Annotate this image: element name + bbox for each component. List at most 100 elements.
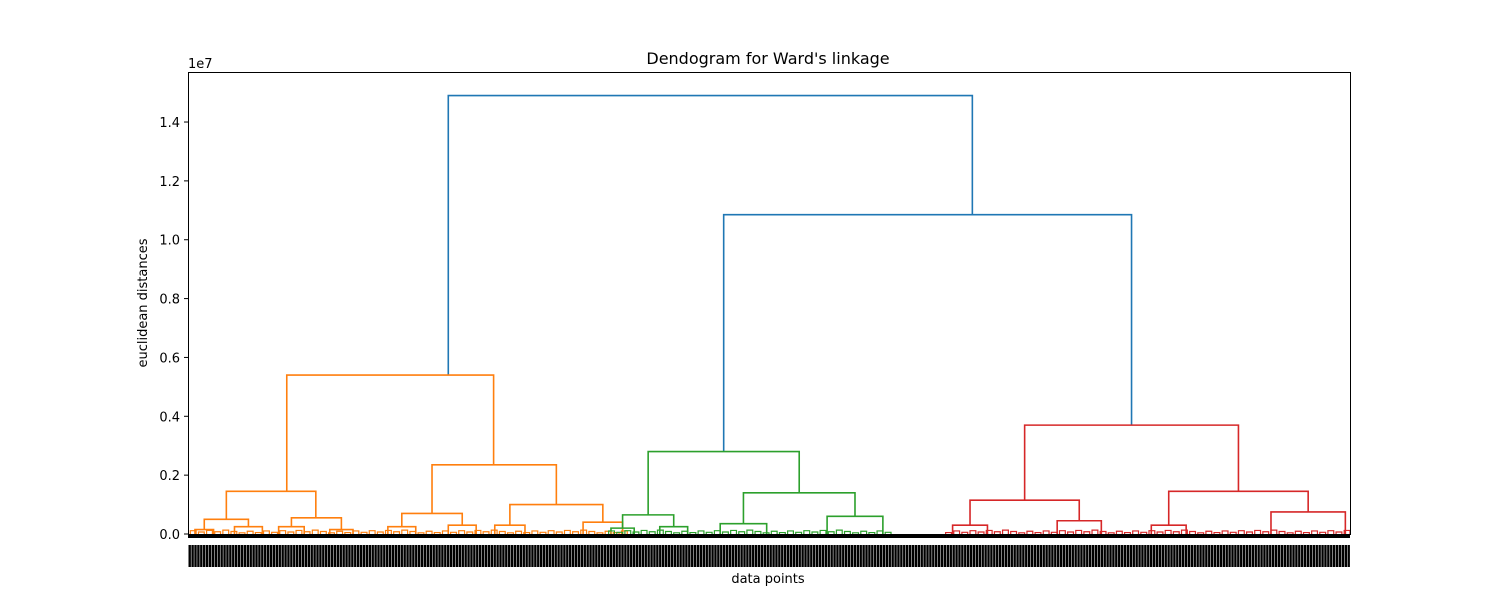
leaf-label (200, 545, 203, 567)
leaf-label (757, 545, 761, 567)
leaf-merge-cluster_3 (1034, 531, 1042, 534)
leaf-merge-cluster_1 (531, 530, 539, 534)
leaf-label (958, 545, 961, 567)
leaf-label (1271, 545, 1275, 567)
leaf-merge-cluster_1 (238, 532, 246, 534)
leaf-label (964, 545, 967, 567)
leaf-label (603, 545, 607, 567)
y-axis-ticks: 0.0 0.2 0.4 0.6 0.8 1.0 1.2 1.4 (159, 116, 188, 543)
leaf-label (760, 545, 764, 567)
leaf-merge-cluster_2 (616, 531, 624, 534)
leaf-label (249, 545, 252, 567)
leaf-label (888, 545, 891, 567)
leaf-label (1295, 545, 1298, 567)
leaf-label (1100, 545, 1103, 567)
leaf-label (545, 545, 549, 567)
dendrogram-link-cluster_3 (951, 524, 989, 534)
leaf-label (717, 545, 720, 567)
leaf-label (188, 545, 191, 567)
leaf-label (258, 545, 261, 567)
leaf-label (205, 545, 209, 567)
leaf-merge-cluster_1 (490, 529, 498, 534)
leaf-label (1120, 545, 1124, 567)
leaf-label (1231, 545, 1234, 567)
y-axis-label: euclidean distances (136, 238, 151, 367)
leaf-label (374, 545, 377, 567)
leaf-merge-cluster_3 (1026, 530, 1034, 534)
leaf-label (1141, 545, 1144, 567)
leaf-label (978, 545, 981, 567)
leaf-label (644, 545, 647, 567)
leaf-merge-cluster_2 (713, 530, 721, 534)
leaf-label (900, 545, 903, 567)
leaf-merge-cluster_1 (344, 531, 352, 534)
leaf-merge-cluster_1 (230, 530, 238, 534)
leaf-label (1048, 545, 1051, 567)
leaf-label (929, 545, 932, 567)
leaf-label (853, 545, 857, 567)
leaf-merge-cluster_1 (336, 530, 344, 534)
leaf-label (1042, 545, 1045, 567)
leaf-merge-cluster_2 (770, 530, 778, 534)
leaf-label (493, 545, 496, 567)
leaf-label (455, 545, 459, 567)
dendrogram-link-cluster_1 (290, 517, 343, 530)
leaf-label (635, 545, 639, 567)
leaf-merge-cluster_3 (1075, 529, 1083, 534)
leaf-merge-cluster_2 (673, 532, 681, 534)
leaf-label (1158, 545, 1162, 567)
leaf-label (667, 545, 671, 567)
leaf-merge-cluster_1 (555, 531, 563, 534)
dendrogram-link-cluster_2 (719, 522, 768, 534)
y-tick-label: 0.2 (159, 469, 180, 484)
leaf-label (505, 545, 508, 567)
leaf-label (905, 545, 909, 567)
leaf-label (1190, 545, 1194, 567)
leaf-label (600, 545, 604, 567)
leaf-label (229, 545, 232, 567)
leaf-label (391, 545, 395, 567)
leaf-label (1303, 545, 1307, 567)
leaf-merge-cluster_3 (1229, 531, 1237, 534)
leaf-label (998, 545, 1002, 567)
leaf-label (935, 545, 938, 567)
leaf-label (682, 545, 685, 567)
leaf-merge-cluster_2 (681, 530, 689, 534)
leaf-merge-cluster_3 (1099, 530, 1107, 534)
leaf-label (1144, 545, 1147, 567)
leaf-label (1228, 545, 1231, 567)
leaf-label (1335, 545, 1339, 567)
leaf-label (1210, 545, 1214, 567)
leaf-label (528, 545, 531, 567)
leaf-label (301, 545, 305, 567)
leaf-merge-cluster_2 (876, 530, 884, 534)
leaf-label (1289, 545, 1292, 567)
leaf-label (804, 545, 807, 567)
leaf-merge-cluster_1 (441, 530, 449, 534)
plot-frame (188, 72, 1351, 535)
leaf-label (676, 545, 679, 567)
leaf-label (632, 545, 636, 567)
leaf-label (621, 545, 624, 567)
leaf-label (1152, 545, 1156, 567)
leaf-label (987, 545, 990, 567)
leaf-merge-cluster_3 (1123, 531, 1131, 534)
leaf-label (589, 545, 592, 567)
leaf-label (865, 545, 868, 567)
leaf-label (778, 545, 781, 567)
leaf-label (197, 545, 200, 567)
leaf-label (406, 545, 409, 567)
y-tick-label: 1.2 (159, 175, 180, 190)
leaf-merge-cluster_1 (563, 529, 571, 534)
leaf-label (1161, 545, 1164, 567)
leaf-label (444, 545, 447, 567)
leaf-label (1167, 545, 1170, 567)
leaf-label (237, 545, 241, 567)
leaf-label (702, 545, 706, 567)
leaf-label (1027, 545, 1031, 567)
leaf-label (423, 545, 427, 567)
leaf-label (1184, 545, 1188, 567)
leaf-merge-cluster_1 (352, 530, 360, 534)
